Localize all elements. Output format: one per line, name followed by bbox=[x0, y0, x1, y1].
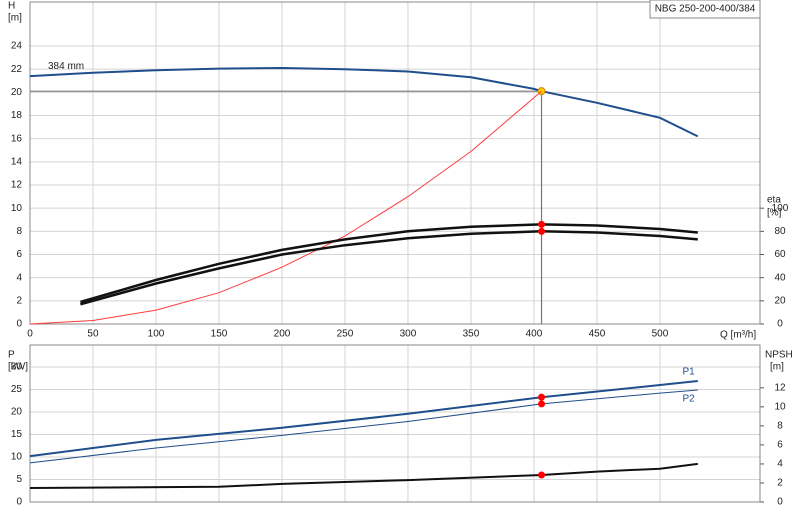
y2-tick-label: 6 bbox=[777, 440, 783, 451]
y2-tick-label: 10 bbox=[774, 401, 786, 412]
y-tick-label: 0 bbox=[16, 497, 22, 508]
curve bbox=[29, 462, 698, 489]
y-tick-label: 22 bbox=[11, 64, 23, 75]
duty-point bbox=[538, 400, 546, 408]
curve bbox=[80, 230, 698, 306]
x-axis-label: Q [m³/h] bbox=[720, 330, 756, 341]
y-axis-unit: [m] bbox=[8, 13, 22, 24]
x-tick-label: 400 bbox=[526, 329, 543, 340]
curve bbox=[29, 389, 698, 464]
y2-tick-label: 12 bbox=[774, 382, 786, 393]
y2-axis-label: eta bbox=[767, 195, 781, 206]
y2-axis-label: NPSH bbox=[765, 350, 793, 361]
x-tick-label: 150 bbox=[211, 329, 228, 340]
y-axis-label: H bbox=[8, 1, 15, 12]
duty-point bbox=[538, 220, 546, 228]
x-tick-label: 0 bbox=[27, 329, 33, 340]
chart-title: NBG 250-200-400/384 bbox=[655, 4, 756, 15]
y2-axis-unit: [%] bbox=[767, 208, 782, 219]
y-axis-label: P bbox=[8, 350, 15, 361]
x-tick-label: 100 bbox=[148, 329, 165, 340]
y-tick-label: 10 bbox=[11, 203, 23, 214]
x-tick-label: 350 bbox=[463, 329, 480, 340]
y-tick-label: 25 bbox=[11, 384, 23, 395]
y2-tick-label: 60 bbox=[774, 249, 786, 260]
y-tick-label: 24 bbox=[11, 41, 23, 52]
plot-frame bbox=[29, 1, 761, 325]
y-tick-label: 14 bbox=[11, 156, 23, 167]
x-tick-label: 450 bbox=[589, 329, 606, 340]
y-tick-label: 2 bbox=[16, 295, 22, 306]
y2-tick-label: 20 bbox=[774, 295, 786, 306]
y-tick-label: 4 bbox=[16, 272, 22, 283]
y2-tick-label: 80 bbox=[774, 226, 786, 237]
x-tick-label: 500 bbox=[652, 329, 669, 340]
y-tick-label: 16 bbox=[11, 133, 23, 144]
x-tick-label: 250 bbox=[337, 329, 354, 340]
x-tick-label: 300 bbox=[400, 329, 417, 340]
duty-point bbox=[538, 227, 546, 235]
y-tick-label: 18 bbox=[11, 110, 23, 121]
y-tick-label: 30 bbox=[11, 362, 23, 373]
y-tick-label: 5 bbox=[16, 474, 22, 485]
curve bbox=[29, 66, 699, 138]
x-tick-label: 50 bbox=[87, 329, 99, 340]
duty-point bbox=[538, 393, 546, 401]
y2-tick-label: 100 bbox=[772, 203, 789, 214]
y-tick-label: 0 bbox=[16, 319, 22, 330]
y-axis-unit: [kW] bbox=[8, 362, 28, 373]
y-tick-label: 8 bbox=[16, 226, 22, 237]
series-label: P2 bbox=[683, 394, 696, 405]
y2-tick-label: 0 bbox=[777, 319, 783, 330]
y-tick-label: 20 bbox=[11, 407, 23, 418]
curve bbox=[80, 223, 698, 304]
curve bbox=[29, 90, 542, 325]
title-box bbox=[649, 0, 761, 19]
y2-tick-label: 40 bbox=[774, 272, 786, 283]
y-tick-label: 20 bbox=[11, 87, 23, 98]
series-label: P1 bbox=[683, 367, 696, 378]
y2-tick-label: 2 bbox=[777, 478, 783, 489]
y-tick-label: 6 bbox=[16, 249, 22, 260]
y2-axis-unit: [m] bbox=[770, 362, 784, 373]
y2-tick-label: 4 bbox=[777, 459, 783, 470]
y-tick-label: 10 bbox=[11, 452, 23, 463]
y2-tick-label: 8 bbox=[777, 421, 783, 432]
y-tick-label: 12 bbox=[11, 180, 23, 191]
annotation: 384 mm bbox=[48, 61, 84, 72]
curve bbox=[29, 380, 698, 458]
x-tick-label: 200 bbox=[274, 329, 291, 340]
y-tick-label: 15 bbox=[11, 429, 23, 440]
plot-frame bbox=[29, 344, 761, 503]
y2-tick-label: 0 bbox=[777, 497, 783, 508]
duty-point bbox=[538, 471, 546, 479]
